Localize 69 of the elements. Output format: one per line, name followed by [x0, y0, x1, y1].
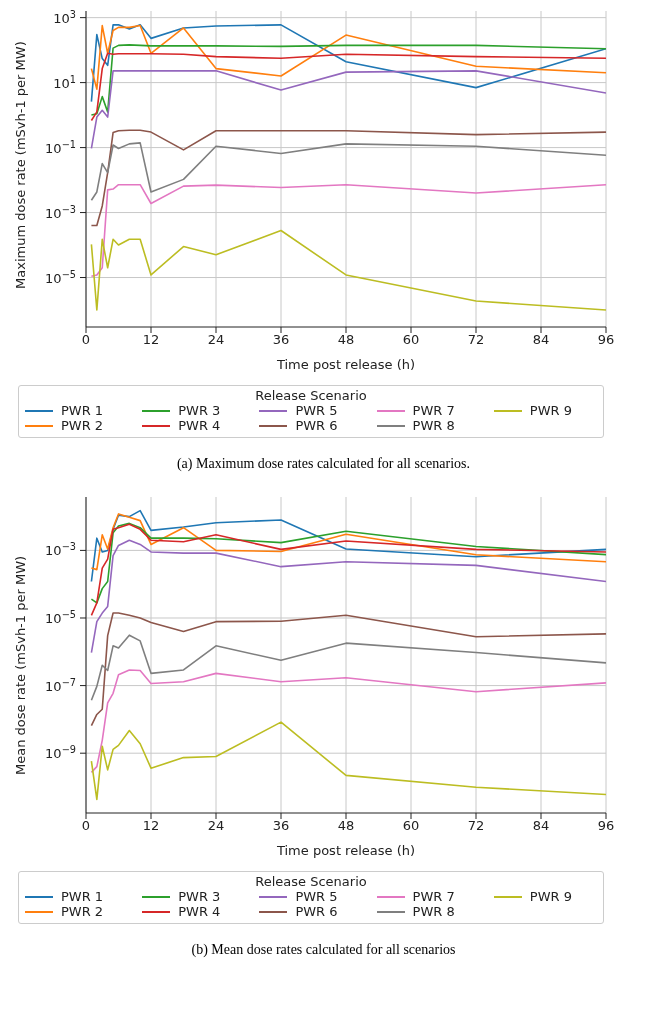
legend-label: PWR 6: [295, 418, 338, 433]
legend-label: PWR 4: [178, 418, 221, 433]
x-tick-label: 48: [337, 818, 355, 834]
x-tick-label: 60: [402, 332, 420, 348]
line-series: [90, 24, 606, 90]
x-tick-label: 72: [467, 332, 485, 348]
y-tick-label: 10$^{−5}$: [45, 268, 76, 286]
text: (a) Maximum dose rates calculated for all scenarios.: [175, 456, 472, 472]
x-tick-label: 84: [532, 332, 550, 348]
line-series: [90, 129, 606, 227]
y-axis-title: Mean dose rate (mSvh-1 per MW): [12, 555, 28, 775]
legend-label: PWR 7: [412, 403, 455, 418]
y-tick-label: 10$^{−9}$: [45, 743, 76, 762]
line-series: [90, 634, 606, 701]
x-tick-label: 96: [597, 818, 615, 834]
line-series: [90, 612, 606, 727]
legend-label: PWR 2: [61, 418, 104, 433]
y-tick-label: 10$^{−1}$: [45, 138, 76, 156]
x-axis-title: Time post release (h): [275, 357, 416, 372]
legend-label: PWR 9: [529, 403, 572, 418]
x-tick-label: 24: [207, 332, 225, 348]
y-tick-label: 10$^{3}$: [53, 8, 76, 26]
x-tick-label: 0: [81, 332, 91, 348]
line-series: [90, 539, 606, 654]
legend-label: PWR 5: [295, 889, 338, 904]
y-tick-label: 10$^{−3}$: [45, 540, 76, 559]
x-tick-label: 84: [532, 818, 550, 834]
x-tick-label: 48: [337, 332, 355, 348]
y-tick-label: 10$^{−5}$: [45, 608, 76, 626]
line-series: [90, 24, 606, 103]
line-series: [90, 52, 606, 122]
x-tick-label: 96: [597, 332, 615, 348]
legend-label: PWR 1: [61, 889, 104, 904]
line-series: [90, 509, 606, 583]
legend-title: Release Scenario: [254, 874, 368, 889]
text: (b) Mean dose rates calculated for all scenarios: [190, 942, 457, 958]
legend-label: PWR 4: [178, 904, 221, 919]
legend-label: PWR 3: [178, 403, 221, 418]
x-tick-label: 24: [207, 818, 225, 834]
x-tick-label: 12: [142, 332, 160, 348]
y-axis-title: Maximum dose rate (mSvh-1 per MW): [12, 41, 28, 289]
line-series: [90, 513, 606, 571]
line-series: [90, 142, 606, 201]
y-tick-label: 10$^{−7}$: [45, 676, 76, 694]
line-series: [90, 44, 606, 116]
legend-title: Release Scenario: [254, 388, 368, 403]
x-axis-title: Time post release (h): [275, 843, 416, 858]
x-tick-label: 72: [467, 818, 485, 834]
legend-label: PWR 7: [412, 889, 455, 904]
x-tick-label: 36: [272, 332, 290, 348]
x-tick-label: 36: [272, 818, 290, 834]
y-tick-label: 10$^{1}$: [53, 73, 76, 91]
legend-label: PWR 1: [61, 403, 104, 418]
legend-label: PWR 5: [295, 403, 338, 418]
legend-label: PWR 8: [412, 418, 455, 433]
legend-label: PWR 8: [412, 904, 455, 919]
x-tick-label: 60: [402, 818, 420, 834]
x-tick-label: 0: [81, 818, 91, 834]
line-series: [90, 70, 606, 150]
legend-label: PWR 3: [178, 889, 221, 904]
legend-label: PWR 6: [295, 904, 338, 919]
line-series: [90, 721, 606, 801]
line-series: [90, 669, 606, 774]
line-series: [90, 229, 606, 311]
y-tick-label: 10$^{−3}$: [45, 203, 76, 221]
legend-label: PWR 9: [529, 889, 572, 904]
legend-label: PWR 2: [61, 904, 104, 919]
x-tick-label: 12: [142, 818, 160, 834]
line-series: [90, 183, 606, 277]
